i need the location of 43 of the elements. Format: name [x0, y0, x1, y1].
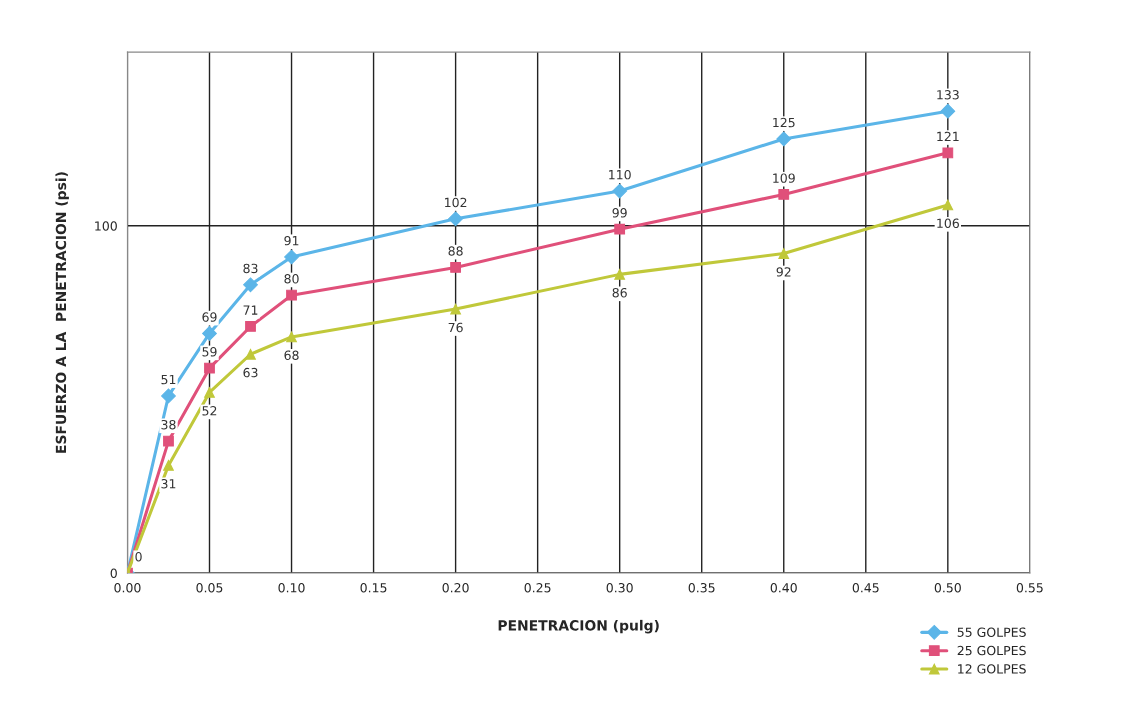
data-label: 63	[243, 367, 258, 378]
data-label: 125	[773, 117, 795, 128]
y-tick-label: 100	[95, 221, 117, 231]
data-label: 69	[202, 312, 217, 322]
x-tick-label: 0.30	[606, 583, 633, 593]
x-tick-label: 0.25	[524, 583, 551, 593]
data-label: 109	[773, 173, 795, 183]
data-label: 92	[776, 267, 791, 277]
x-tick-label: 0.55	[1016, 583, 1043, 593]
data-label: 51	[161, 374, 176, 385]
legend-label: 55 GOLPES	[957, 627, 1026, 637]
data-label: 133	[937, 90, 959, 100]
data-label: 99	[612, 208, 627, 218]
x-tick-label: 0.05	[196, 583, 223, 593]
data-label: 59	[202, 347, 217, 357]
data-label: 31	[161, 479, 176, 489]
x-tick-label: 0.45	[852, 583, 879, 593]
data-label: 52	[202, 406, 217, 416]
x-tick-label: 0.15	[360, 583, 387, 593]
data-label: 88	[448, 246, 463, 256]
data-label: 76	[448, 322, 463, 333]
data-label: 0	[135, 551, 142, 562]
data-label: 80	[284, 274, 299, 284]
data-label: 38	[161, 419, 176, 430]
legend-label: 12 GOLPES	[958, 664, 1026, 674]
data-label: 68	[284, 350, 299, 360]
legend-label: 25 GOLPES	[957, 645, 1026, 656]
x-axis-title: PENETRACION (pulg)	[498, 619, 659, 634]
y-axis-title: ESFUERZO A LA PENETRACION (psi)	[55, 172, 69, 453]
data-label: 102	[445, 197, 467, 208]
x-tick-label: 0.20	[442, 583, 469, 593]
x-tick-label: 0.00	[114, 583, 141, 593]
data-label: 83	[243, 263, 258, 274]
data-label: 86	[612, 287, 627, 298]
x-tick-label: 0.40	[770, 583, 797, 593]
x-tick-label: 0.10	[278, 583, 305, 593]
x-tick-label: 0.50	[934, 583, 961, 593]
data-label: 110	[609, 169, 631, 180]
data-label: 91	[284, 235, 299, 246]
x-tick-label: 0.35	[688, 583, 715, 593]
data-label: 121	[937, 131, 959, 141]
data-label: 71	[243, 305, 258, 315]
data-label: 106	[937, 218, 959, 228]
